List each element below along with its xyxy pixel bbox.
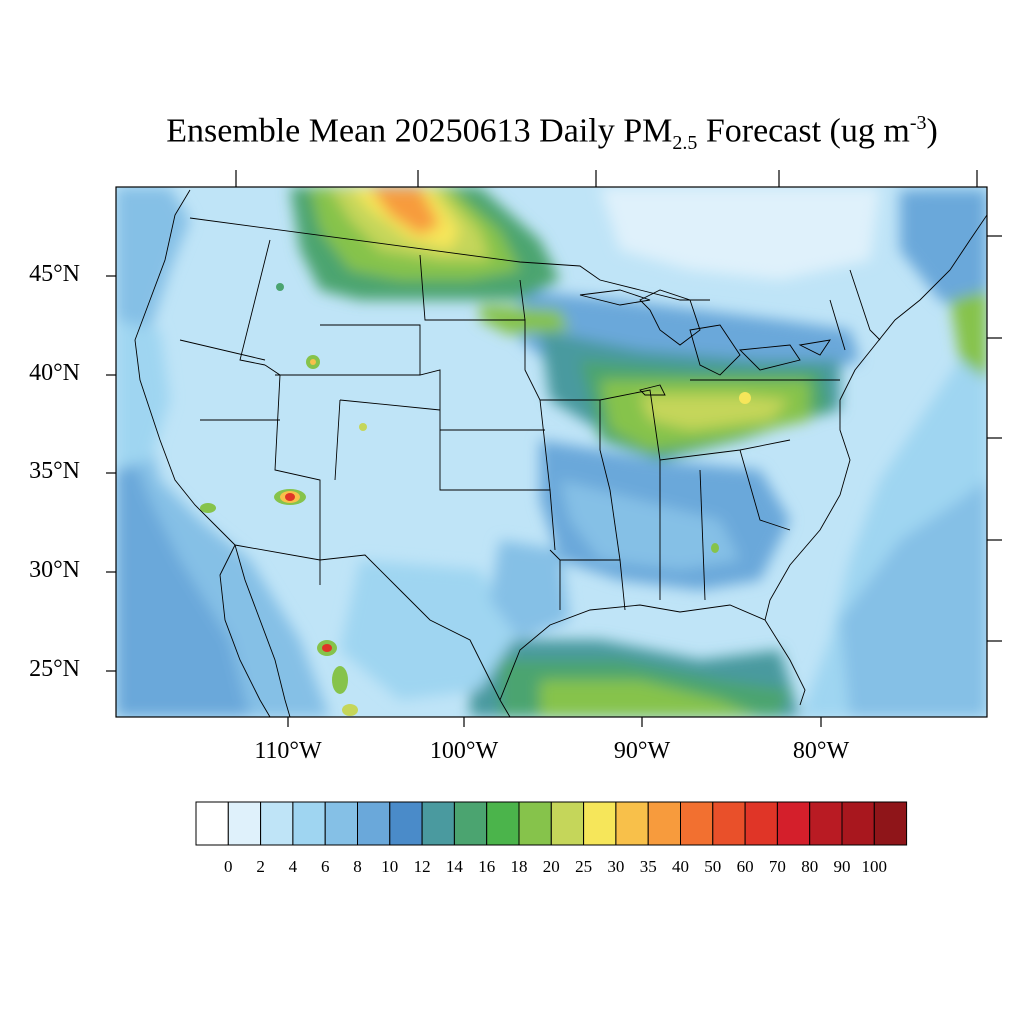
colorbar-tick-label: 8: [353, 857, 362, 876]
colorbar-swatch: [227, 801, 262, 846]
colorbar-tick-label: 35: [639, 857, 657, 876]
colorbar-swatch: [550, 801, 585, 846]
colorbar-swatch: [873, 801, 908, 846]
map-frame: [115, 186, 988, 718]
lat-label-35n: 35°N: [29, 458, 80, 484]
colorbar-swatch: [453, 801, 488, 846]
colorbar: [195, 801, 908, 846]
colorbar-swatch: [389, 801, 423, 846]
colorbar-swatch: [292, 801, 326, 846]
lon-label-80w: 80°W: [792, 738, 850, 764]
colorbar-tick-label: 90: [833, 857, 851, 876]
colorbar-tick-label: 20: [542, 857, 560, 876]
colorbar-tick-label: 50: [704, 857, 722, 876]
colorbar-swatch: [647, 801, 682, 846]
colorbar-tick-label: 4: [288, 857, 298, 876]
map-title: Ensemble Mean 20250613 Daily PM2.5 Forec…: [166, 112, 938, 155]
colorbar-swatch: [486, 801, 520, 846]
colorbar-tick-label: 100: [861, 857, 888, 876]
tick-marks: [106, 170, 1002, 727]
colorbar-swatch: [518, 801, 552, 846]
lon-label-100w: 100°W: [429, 738, 499, 764]
colorbar-tick-label: 16: [478, 857, 496, 876]
colorbar-tick-label: 10: [381, 857, 399, 876]
colorbar-swatch: [357, 801, 391, 846]
concentration-field: [116, 187, 987, 717]
colorbar-swatch: [324, 801, 359, 846]
lat-label-25n: 25°N: [29, 656, 80, 682]
colorbar-tick-label: 12: [413, 857, 431, 876]
colorbar-swatch: [809, 801, 843, 846]
colorbar-tick-label: 18: [510, 857, 528, 876]
colorbar-swatch: [615, 801, 649, 846]
boundaries: [134, 189, 987, 717]
colorbar-tick-label: 70: [768, 857, 786, 876]
lon-label-110w: 110°W: [254, 738, 322, 764]
colorbar-tick-label: 25: [575, 857, 593, 876]
colorbar-swatch: [260, 801, 294, 846]
colorbar-swatch: [712, 801, 746, 846]
colorbar-tick-label: 80: [801, 857, 819, 876]
colorbar-tick-label: 30: [607, 857, 625, 876]
colorbar-tick-label: 60: [736, 857, 754, 876]
colorbar-tick-label: 6: [320, 857, 330, 876]
lat-label-45n: 45°N: [29, 261, 80, 287]
colorbar-swatch: [744, 801, 778, 846]
colorbar-swatch: [680, 801, 714, 846]
colorbar-tick-label: 2: [256, 857, 265, 876]
fire-hotspots: [200, 283, 751, 716]
lat-label-30n: 30°N: [29, 557, 80, 583]
colorbar-tick-label: 0: [224, 857, 233, 876]
colorbar-swatch: [841, 801, 875, 846]
colorbar-swatch: [776, 801, 811, 846]
colorbar-tick-label: 40: [672, 857, 689, 876]
colorbar-tick-label: 14: [445, 857, 463, 876]
lat-label-40n: 40°N: [29, 360, 80, 386]
colorbar-swatch: [421, 801, 455, 846]
lon-label-90w: 90°W: [613, 738, 671, 764]
colorbar-swatch: [583, 801, 617, 846]
colorbar-swatch: [195, 801, 229, 846]
